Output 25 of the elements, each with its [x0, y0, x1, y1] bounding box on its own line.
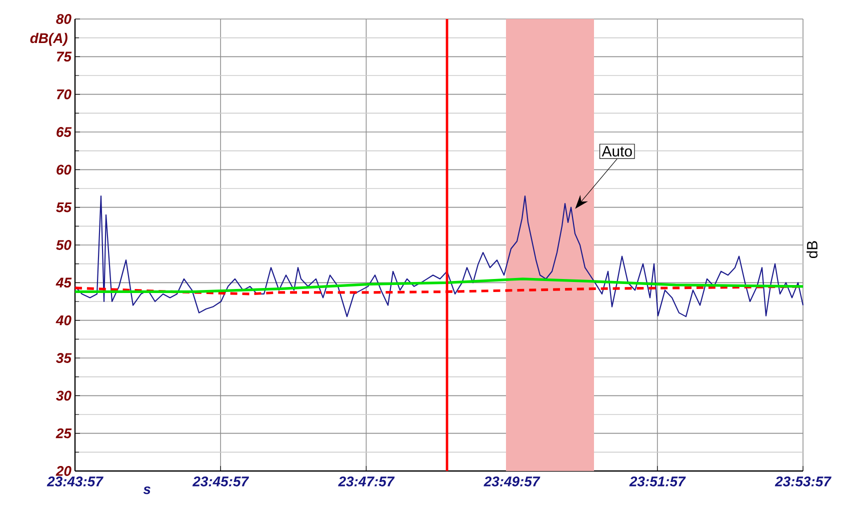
- x-tick-label: 23:53:57: [774, 476, 832, 486]
- y-tick-label: 30: [56, 390, 72, 401]
- y-tick-label: 70: [56, 89, 72, 100]
- y-axis-title: dB(A): [30, 32, 68, 46]
- x-tick-label: 23:51:57: [629, 476, 686, 486]
- annotation: Auto: [602, 146, 632, 157]
- y-tick-label: 60: [56, 164, 72, 175]
- line-series: [74, 195, 804, 318]
- x-tick-label: 23:47:57: [338, 476, 395, 486]
- x-axis-title: s: [143, 486, 150, 494]
- y-tick-label: 35: [56, 353, 72, 363]
- y-tick-label: 80: [56, 14, 72, 24]
- y-tick-label: 20: [56, 466, 72, 476]
- y-tick-label: 55: [56, 202, 72, 212]
- y-tick-label: 40: [56, 315, 72, 326]
- y-tick-label: 75: [56, 52, 72, 62]
- y2-axis-title: dB: [806, 241, 818, 258]
- y-tick-label: 45: [56, 278, 72, 288]
- y-tick-label: 65: [56, 127, 72, 137]
- x-tick-label: 23:49:57: [484, 476, 540, 486]
- y-tick-label: 50: [56, 240, 72, 250]
- line-series: [74, 278, 804, 293]
- y-tick-label: 25: [56, 428, 72, 438]
- x-tick-label: 23:43:57: [46, 476, 104, 486]
- x-tick-label: 23:45:57: [192, 476, 250, 486]
